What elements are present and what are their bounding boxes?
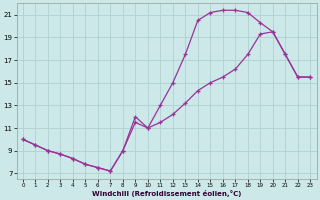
X-axis label: Windchill (Refroidissement éolien,°C): Windchill (Refroidissement éolien,°C) <box>92 190 241 197</box>
